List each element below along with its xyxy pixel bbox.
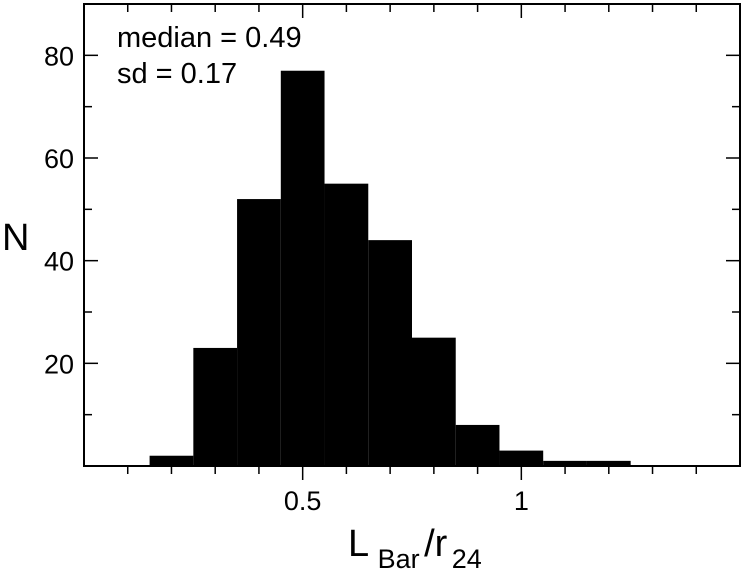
- x-axis-label-main: L: [348, 523, 369, 565]
- plot-frame: [83, 3, 741, 467]
- axis-ticks: [84, 4, 740, 480]
- x-axis-label-middle: /r: [424, 523, 448, 565]
- histogram-bar: [324, 183, 369, 466]
- histogram-bar: [499, 450, 544, 466]
- histogram-bar: [412, 337, 456, 466]
- histogram-bars: [149, 70, 631, 467]
- axis-tick-labels: 0.5 1 20 40 60 80: [44, 41, 529, 516]
- histogram-bar: [586, 460, 631, 466]
- y-axis-label: N: [2, 217, 29, 259]
- x-tick-label: 1: [514, 486, 529, 516]
- x-tick-label: 0.5: [284, 486, 322, 516]
- histogram-bar: [455, 424, 500, 466]
- y-tick-label: 80: [44, 41, 74, 71]
- histogram-bar: [280, 70, 325, 466]
- x-axis-label-subscript-1: Bar: [378, 544, 420, 571]
- x-axis-label-subscript-2: 24: [452, 544, 482, 571]
- histogram-bar: [237, 199, 281, 467]
- y-tick-label: 20: [44, 349, 74, 379]
- y-tick-label: 40: [44, 247, 74, 277]
- histogram-bar: [543, 460, 587, 466]
- histogram-bar: [149, 455, 194, 466]
- histogram-bar: [368, 240, 412, 466]
- y-tick-label: 60: [44, 144, 74, 174]
- histogram-bar: [193, 347, 238, 466]
- annotation-median: median = 0.49: [117, 22, 302, 54]
- x-axis-label: L Bar /r 24: [348, 523, 482, 571]
- annotation-sd: sd = 0.17: [117, 58, 237, 90]
